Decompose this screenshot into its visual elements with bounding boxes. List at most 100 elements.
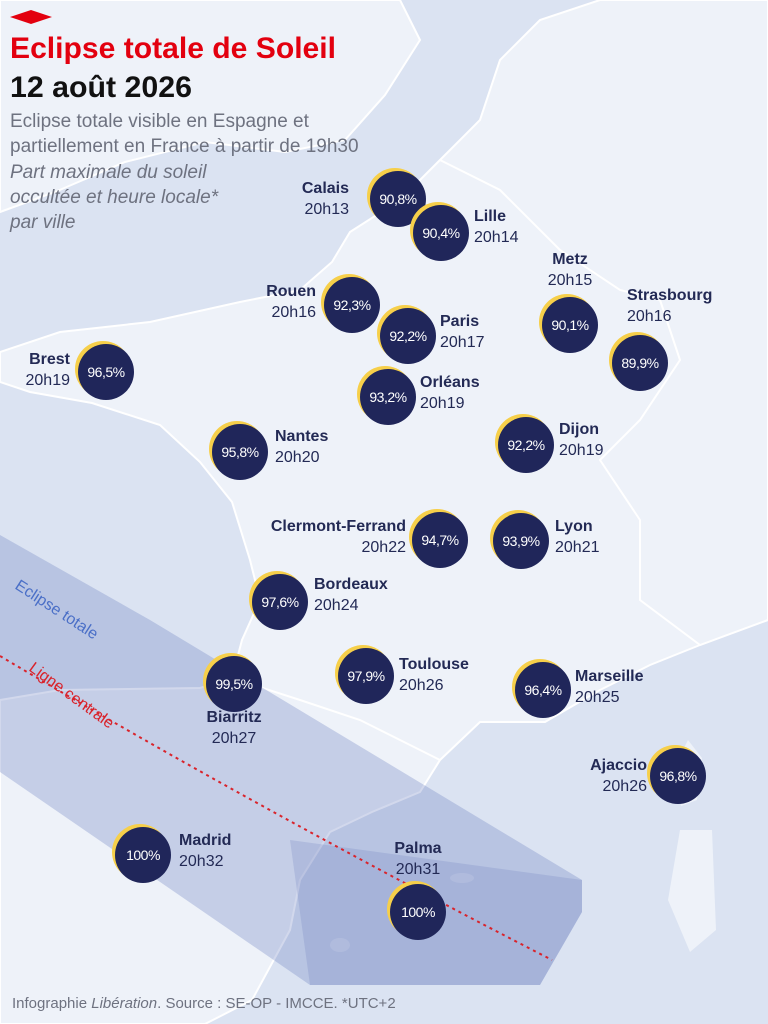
moon-disc [493, 513, 549, 569]
land-england [0, 0, 422, 214]
moon-disc [324, 277, 380, 333]
occultation-percent: 90,4% [422, 225, 459, 241]
city-time: 20h13 [305, 201, 350, 218]
footer: Infographie Libération. Source : SE-OP -… [12, 995, 396, 1012]
city-time: 20h19 [559, 442, 604, 459]
city-name: Rouen [266, 283, 316, 300]
city-name: Nantes [275, 428, 328, 445]
occultation-percent: 90,8% [379, 191, 416, 207]
city: 96,4% Marseille 20h25 [512, 659, 644, 718]
moon-disc [412, 512, 468, 568]
occultation-percent: 93,9% [502, 533, 539, 549]
city-time: 20h21 [555, 539, 600, 556]
moon-disc [650, 748, 706, 804]
title: Eclipse totale de Soleil [10, 32, 336, 65]
moon-disc [338, 648, 394, 704]
moon-disc [212, 424, 268, 480]
footer-source: . Source : SE-OP - IMCCE. *UTC+2 [157, 995, 396, 1012]
city-name: Palma [394, 840, 441, 857]
city-time: 20h19 [26, 372, 71, 389]
city-name: Calais [302, 180, 349, 197]
city: 93,9% Lyon 20h21 [490, 510, 600, 569]
subtitle: partiellement en France à partir de 19h3… [10, 136, 359, 157]
city-name: Paris [440, 313, 479, 330]
city-markers: 90,8% Calais 20h13 90,4% Lille 20h14 90,1% Metz… [26, 168, 712, 940]
city-time: 20h24 [314, 597, 359, 614]
border [231, 677, 441, 761]
land-ibiza [330, 938, 350, 952]
occultation-percent: 92,3% [333, 297, 370, 313]
city-name: Clermont-Ferrand [271, 518, 406, 535]
city-name: Metz [552, 251, 588, 268]
city-time: 20h27 [212, 730, 257, 747]
subtitle: Eclipse totale visible en Espagne et [10, 111, 310, 132]
occultation-percent: 94,7% [421, 532, 458, 548]
city-time: 20h22 [362, 539, 407, 556]
city-time: 20h15 [548, 272, 593, 289]
city-name: Bordeaux [314, 576, 388, 593]
city-name: Madrid [179, 832, 231, 849]
city: 96,8% Ajaccio 20h26 [590, 745, 706, 804]
city-name: Lyon [555, 518, 593, 535]
date: 12 août 2026 [10, 71, 192, 104]
city-time: 20h26 [603, 778, 648, 795]
city: 92,2% Dijon 20h19 [495, 414, 604, 473]
moon-disc [78, 344, 134, 400]
city: 90,1% Metz 20h15 [539, 251, 598, 353]
city-name: Brest [29, 351, 71, 368]
city-time: 20h20 [275, 449, 320, 466]
moon-disc [542, 297, 598, 353]
city-time: 20h31 [396, 861, 441, 878]
city: 96,5% Brest 20h19 [26, 341, 134, 400]
city: 93,2% Orléans 20h19 [357, 366, 480, 425]
occultation-percent: 96,4% [524, 682, 561, 698]
city-name: Strasbourg [627, 287, 712, 304]
city: 97,6% Bordeaux 20h24 [249, 571, 388, 630]
note: par ville [9, 212, 75, 233]
city: 90,4% Lille 20h14 [410, 202, 519, 261]
city-time: 20h25 [575, 689, 620, 706]
occultation-percent: 90,1% [551, 317, 588, 333]
logo [10, 10, 52, 24]
city: 100% Madrid 20h32 [112, 824, 231, 883]
occultation-percent: 100% [401, 904, 435, 920]
moon-disc [612, 335, 668, 391]
city-time: 20h19 [420, 395, 465, 412]
city: 100% Palma 20h31 [387, 840, 446, 940]
occultation-percent: 95,8% [221, 444, 258, 460]
occultation-percent: 89,9% [621, 355, 658, 371]
moon-disc [380, 308, 436, 364]
city-name: Dijon [559, 421, 599, 438]
city: 95,8% Nantes 20h20 [209, 421, 328, 480]
occultation-percent: 97,6% [261, 594, 298, 610]
city-time: 20h16 [272, 304, 317, 321]
moon-disc [252, 574, 308, 630]
city: 90,8% Calais 20h13 [302, 168, 426, 227]
city-name: Marseille [575, 668, 644, 685]
city-time: 20h17 [440, 334, 485, 351]
city-time: 20h16 [627, 308, 672, 325]
moon-disc [390, 884, 446, 940]
city-time: 20h26 [399, 677, 444, 694]
moon-disc [498, 417, 554, 473]
note: Part maximale du soleil [10, 162, 207, 183]
occultation-percent: 92,2% [389, 328, 426, 344]
city-name: Biarritz [206, 709, 261, 726]
occultation-percent: 93,2% [369, 389, 406, 405]
moon-disc [206, 656, 262, 712]
centerline [0, 655, 553, 961]
occultation-percent: 97,9% [347, 668, 384, 684]
occultation-percent: 99,5% [215, 676, 252, 692]
occultation-percent: 96,8% [659, 768, 696, 784]
moon-disc [360, 369, 416, 425]
moon-disc [515, 662, 571, 718]
moon-disc [370, 171, 426, 227]
city: 97,9% Toulouse 20h26 [335, 645, 469, 704]
city-time: 20h32 [179, 853, 224, 870]
moon-disc [413, 205, 469, 261]
footer-prefix: Infographie [12, 995, 91, 1012]
city: 99,5% Biarritz 20h27 [203, 653, 262, 747]
